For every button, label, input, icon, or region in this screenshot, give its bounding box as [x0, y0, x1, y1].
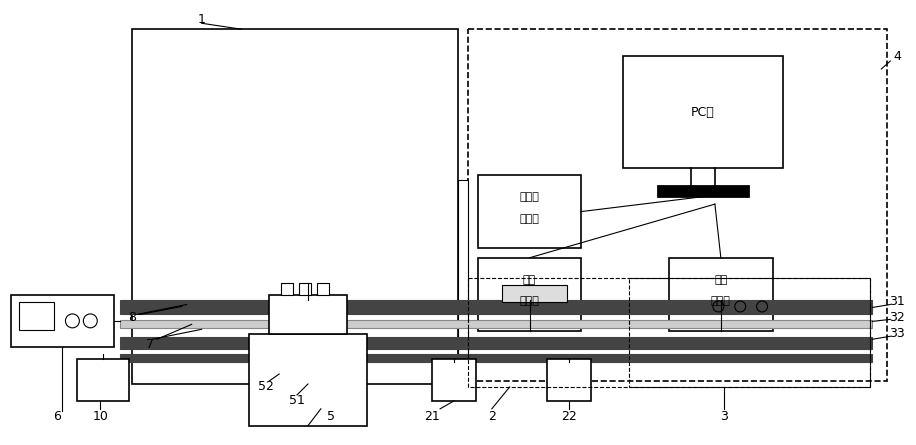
- Text: 33: 33: [889, 327, 905, 340]
- Bar: [77, 359, 129, 401]
- Text: 22: 22: [562, 410, 577, 423]
- Text: 10: 10: [93, 410, 108, 423]
- Text: 21: 21: [424, 410, 440, 423]
- Bar: [120, 320, 872, 328]
- Bar: [281, 283, 293, 295]
- Text: 3: 3: [720, 410, 728, 423]
- Text: 温度: 温度: [523, 275, 536, 285]
- Bar: [249, 334, 366, 426]
- Bar: [269, 295, 346, 334]
- Text: 6: 6: [53, 410, 61, 423]
- Text: PC机: PC机: [691, 106, 714, 119]
- Bar: [468, 29, 888, 381]
- Bar: [623, 56, 783, 168]
- Bar: [468, 278, 870, 387]
- Text: 7: 7: [146, 338, 154, 351]
- Bar: [478, 258, 582, 332]
- Text: 31: 31: [889, 295, 905, 308]
- Text: 1: 1: [198, 13, 205, 26]
- Bar: [432, 359, 476, 401]
- Bar: [120, 354, 872, 362]
- Text: 32: 32: [889, 311, 905, 324]
- Bar: [18, 303, 53, 330]
- Bar: [548, 359, 591, 401]
- Text: 52: 52: [258, 380, 274, 393]
- Text: 2: 2: [488, 410, 496, 423]
- Bar: [659, 186, 747, 196]
- Bar: [11, 295, 115, 347]
- Bar: [478, 175, 582, 248]
- Text: 巡检仪: 巡检仪: [519, 214, 540, 224]
- Bar: [120, 299, 872, 315]
- Text: 4: 4: [893, 49, 901, 63]
- Bar: [120, 337, 872, 349]
- Bar: [299, 283, 311, 295]
- Bar: [669, 258, 773, 332]
- Text: 电信号: 电信号: [519, 192, 540, 202]
- Text: 5: 5: [327, 410, 335, 423]
- Text: 光谱: 光谱: [714, 275, 727, 285]
- Text: 51: 51: [289, 394, 305, 407]
- Text: 8: 8: [128, 311, 136, 324]
- Bar: [132, 29, 458, 384]
- Bar: [458, 180, 468, 384]
- Bar: [629, 278, 870, 387]
- Bar: [317, 283, 329, 295]
- Text: 巡检仪: 巡检仪: [519, 296, 540, 307]
- Bar: [502, 285, 567, 302]
- Text: 巡检仪: 巡检仪: [711, 296, 731, 307]
